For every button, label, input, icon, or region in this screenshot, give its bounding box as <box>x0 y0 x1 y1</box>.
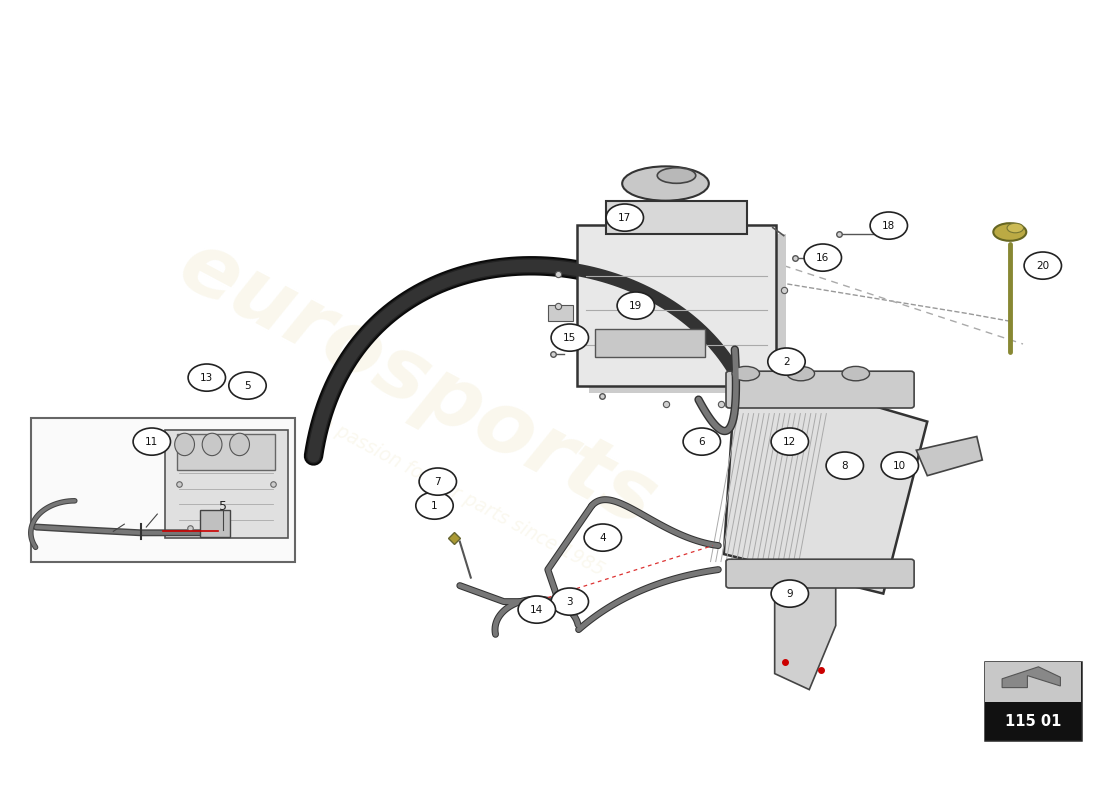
Polygon shape <box>1002 666 1060 687</box>
Circle shape <box>518 596 556 623</box>
Ellipse shape <box>993 223 1026 241</box>
Circle shape <box>683 428 720 455</box>
Ellipse shape <box>175 434 195 456</box>
Text: 4: 4 <box>600 533 606 542</box>
Ellipse shape <box>623 166 708 201</box>
Ellipse shape <box>788 366 814 381</box>
FancyBboxPatch shape <box>177 434 275 470</box>
Text: 19: 19 <box>629 301 642 310</box>
Text: 7: 7 <box>434 477 441 486</box>
Polygon shape <box>774 586 836 690</box>
FancyBboxPatch shape <box>984 662 1081 740</box>
FancyBboxPatch shape <box>726 371 914 408</box>
Ellipse shape <box>843 366 870 381</box>
Text: 12: 12 <box>783 437 796 446</box>
Circle shape <box>771 428 808 455</box>
Text: 1: 1 <box>431 501 438 510</box>
Text: 8: 8 <box>842 461 848 470</box>
Circle shape <box>551 324 588 351</box>
Ellipse shape <box>733 366 760 381</box>
FancyBboxPatch shape <box>576 226 777 386</box>
FancyBboxPatch shape <box>594 329 705 357</box>
Circle shape <box>881 452 918 479</box>
Text: 10: 10 <box>893 461 906 470</box>
FancyBboxPatch shape <box>984 702 1081 740</box>
Circle shape <box>606 204 643 231</box>
Ellipse shape <box>658 168 695 183</box>
Text: 9: 9 <box>786 589 793 598</box>
Text: 115 01: 115 01 <box>1004 714 1062 729</box>
Ellipse shape <box>202 434 222 456</box>
Polygon shape <box>724 366 927 594</box>
Text: 2: 2 <box>783 357 790 366</box>
Text: 13: 13 <box>200 373 213 382</box>
FancyBboxPatch shape <box>606 201 747 234</box>
Text: 3: 3 <box>566 597 573 606</box>
Circle shape <box>188 364 226 391</box>
Circle shape <box>617 292 654 319</box>
Text: a passion for car parts since 1985: a passion for car parts since 1985 <box>317 413 607 579</box>
FancyBboxPatch shape <box>726 559 914 588</box>
Circle shape <box>1024 252 1062 279</box>
FancyBboxPatch shape <box>590 234 785 394</box>
FancyBboxPatch shape <box>200 510 230 538</box>
Text: eurosports: eurosports <box>165 223 671 545</box>
Ellipse shape <box>230 434 250 456</box>
Circle shape <box>551 588 588 615</box>
Circle shape <box>584 524 621 551</box>
Circle shape <box>133 428 170 455</box>
FancyBboxPatch shape <box>165 430 287 538</box>
Circle shape <box>768 348 805 375</box>
Circle shape <box>419 468 456 495</box>
Circle shape <box>229 372 266 399</box>
Circle shape <box>826 452 864 479</box>
FancyBboxPatch shape <box>31 418 295 562</box>
Text: 18: 18 <box>882 221 895 230</box>
Text: 15: 15 <box>563 333 576 342</box>
Text: 5: 5 <box>219 500 228 514</box>
Circle shape <box>870 212 907 239</box>
Text: 16: 16 <box>816 253 829 262</box>
Text: 17: 17 <box>618 213 631 222</box>
FancyBboxPatch shape <box>984 662 1081 702</box>
Ellipse shape <box>1008 223 1024 233</box>
Circle shape <box>416 492 453 519</box>
Circle shape <box>804 244 842 271</box>
Circle shape <box>771 580 808 607</box>
Text: 6: 6 <box>698 437 705 446</box>
Text: 5: 5 <box>244 381 251 390</box>
Text: 11: 11 <box>145 437 158 446</box>
Text: 20: 20 <box>1036 261 1049 270</box>
Polygon shape <box>916 437 982 476</box>
Text: 14: 14 <box>530 605 543 614</box>
FancyBboxPatch shape <box>548 305 572 321</box>
